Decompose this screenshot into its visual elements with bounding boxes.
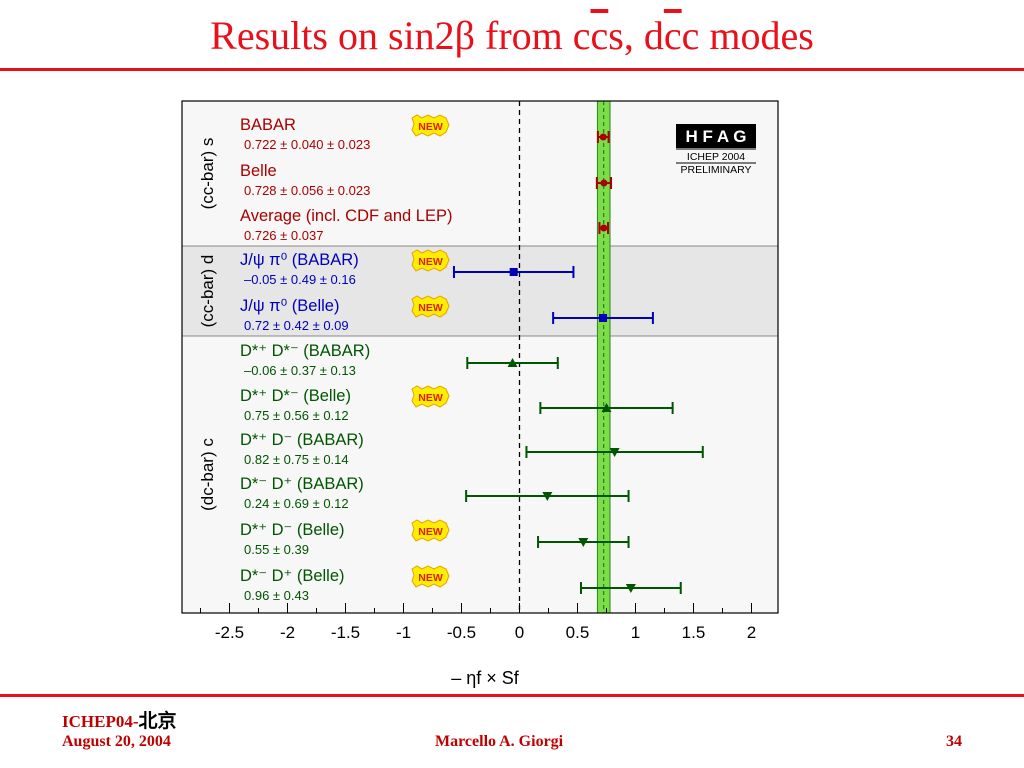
entry-value-0: 0.722 ± 0.040 ± 0.023: [244, 137, 370, 152]
footer-divider: [0, 694, 1024, 697]
footer-date: August 20, 2004: [62, 733, 171, 750]
footer-city-logo: 北京: [138, 710, 177, 732]
group-label-2: (dc-bar) c: [198, 438, 217, 511]
entry-label-5: D*⁺ D*⁻ (BABAR): [240, 342, 370, 360]
x-tick-label-1: -2: [280, 623, 295, 642]
data-point-10: [625, 584, 636, 593]
x-tick-label-8: 1.5: [682, 623, 706, 642]
hfag-chart: (cc-bar) s (cc-bar) d (dc-bar) c H F A G ICH…: [181, 100, 779, 688]
entry-value-7: 0.82 ± 0.75 ± 0.14: [244, 452, 349, 467]
footer-author: Marcello A. Giorgi: [435, 733, 564, 750]
entry-label-3: J/ψ π⁰ (BABAR): [240, 251, 359, 269]
new-badge-10: [411, 565, 450, 588]
x-tick-label-7: 1: [631, 623, 640, 642]
entry-value-6: 0.75 ± 0.56 ± 0.12: [244, 408, 349, 423]
entry-label-6: D*⁺ D*⁻ (Belle): [240, 387, 351, 405]
new-badge-text-0: NEW: [418, 121, 443, 133]
x-tick-label-6: 0.5: [566, 623, 590, 642]
group-label-0: (cc-bar) s: [198, 138, 217, 210]
new-badge-3: [411, 249, 450, 272]
data-point-1: [600, 179, 608, 187]
title-overline-c2: c: [663, 13, 682, 58]
entry-label-4: J/ψ π⁰ (Belle): [240, 297, 339, 315]
new-badge-9: [411, 519, 450, 542]
entry-value-9: 0.55 ± 0.39: [244, 542, 309, 557]
entry-value-1: 0.728 ± 0.056 ± 0.023: [244, 183, 370, 198]
data-point-9: [578, 538, 589, 547]
group-band-1: [182, 246, 778, 336]
footer-conference: ICHEP04-北京: [62, 706, 177, 733]
group-label-1: (cc-bar) d: [198, 255, 217, 328]
data-point-2: [600, 224, 608, 232]
entry-label-9: D*⁺ D⁻ (Belle): [240, 521, 345, 539]
hfag-conference-label: ICHEP 2004: [687, 151, 745, 163]
hfag-logo-box: [676, 124, 756, 148]
title-part-3: c modes: [681, 13, 814, 58]
data-point-4: [599, 314, 608, 322]
slide-title: Results on sin2β from ccs, dcc modes: [0, 12, 1024, 59]
data-point-3: [509, 268, 518, 276]
x-tick-label-3: -1: [396, 623, 411, 642]
data-point-7: [609, 448, 620, 457]
entry-label-7: D*⁺ D⁻ (BABAR): [240, 431, 364, 449]
data-point-6: [601, 403, 612, 412]
new-badge-4: [411, 295, 450, 318]
hfag-logo-text: H F A G: [685, 127, 746, 146]
x-tick-label-2: -1.5: [331, 623, 360, 642]
entry-label-0: BABAR: [240, 116, 296, 134]
plot-frame: [181, 100, 779, 614]
group-band-2: [182, 336, 778, 613]
title-overline-c1: c: [590, 13, 609, 58]
hfag-status-label: PRELIMINARY: [681, 164, 752, 176]
entry-value-2: 0.726 ± 0.037: [244, 228, 323, 243]
new-badge-text-9: NEW: [418, 526, 443, 538]
entry-label-1: Belle: [240, 162, 277, 180]
data-point-0: [599, 133, 607, 141]
new-badge-0: [411, 114, 450, 137]
new-badge-text-6: NEW: [418, 392, 443, 404]
new-badge-text-4: NEW: [418, 302, 443, 314]
entry-label-10: D*⁻ D⁺ (Belle): [240, 567, 345, 585]
footer-page-number: 34: [946, 733, 962, 750]
new-badge-6: [411, 385, 450, 408]
entry-value-3: –0.05 ± 0.49 ± 0.16: [244, 272, 356, 287]
title-part-2: s, d: [608, 13, 664, 58]
entry-label-8: D*⁻ D⁺ (BABAR): [240, 475, 364, 493]
entry-value-8: 0.24 ± 0.69 ± 0.12: [244, 496, 349, 511]
data-point-8: [542, 492, 553, 501]
title-part-1: Results on sin2β from c: [210, 13, 591, 58]
x-tick-label-5: 0: [515, 623, 524, 642]
data-point-5: [507, 358, 518, 367]
entry-label-2: Average (incl. CDF and LEP): [240, 207, 452, 225]
new-badge-text-10: NEW: [418, 572, 443, 584]
entry-value-5: –0.06 ± 0.37 ± 0.13: [244, 363, 356, 378]
new-badge-text-3: NEW: [418, 256, 443, 268]
x-tick-label-9: 2: [747, 623, 756, 642]
x-tick-label-4: -0.5: [447, 623, 476, 642]
footer-conference-text: ICHEP04-: [62, 712, 139, 731]
entry-value-4: 0.72 ± 0.42 ± 0.09: [244, 318, 349, 333]
title-divider: [0, 68, 1024, 71]
entry-value-10: 0.96 ± 0.43: [244, 588, 309, 603]
x-axis-label: – ηf × Sf: [451, 668, 520, 688]
x-tick-label-0: -2.5: [215, 623, 244, 642]
